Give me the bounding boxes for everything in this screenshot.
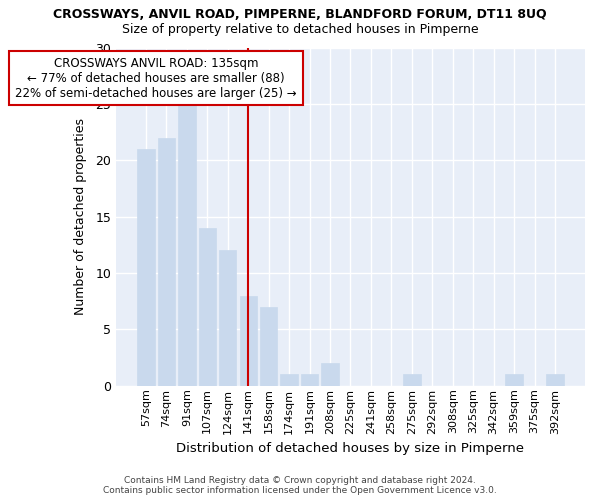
Bar [199,228,216,386]
Bar [137,149,155,386]
Bar [403,374,421,386]
Text: CROSSWAYS, ANVIL ROAD, PIMPERNE, BLANDFORD FORUM, DT11 8UQ: CROSSWAYS, ANVIL ROAD, PIMPERNE, BLANDFO… [53,8,547,20]
Bar [260,307,277,386]
Bar [280,374,298,386]
Text: Contains HM Land Registry data © Crown copyright and database right 2024.
Contai: Contains HM Land Registry data © Crown c… [103,476,497,495]
Bar [322,363,339,386]
X-axis label: Distribution of detached houses by size in Pimperne: Distribution of detached houses by size … [176,442,524,455]
Bar [178,104,196,386]
Bar [239,296,257,386]
Y-axis label: Number of detached properties: Number of detached properties [74,118,87,315]
Text: CROSSWAYS ANVIL ROAD: 135sqm
← 77% of detached houses are smaller (88)
22% of se: CROSSWAYS ANVIL ROAD: 135sqm ← 77% of de… [16,56,297,100]
Bar [219,250,236,386]
Text: Size of property relative to detached houses in Pimperne: Size of property relative to detached ho… [122,22,478,36]
Bar [546,374,563,386]
Bar [158,138,175,386]
Bar [505,374,523,386]
Bar [301,374,318,386]
